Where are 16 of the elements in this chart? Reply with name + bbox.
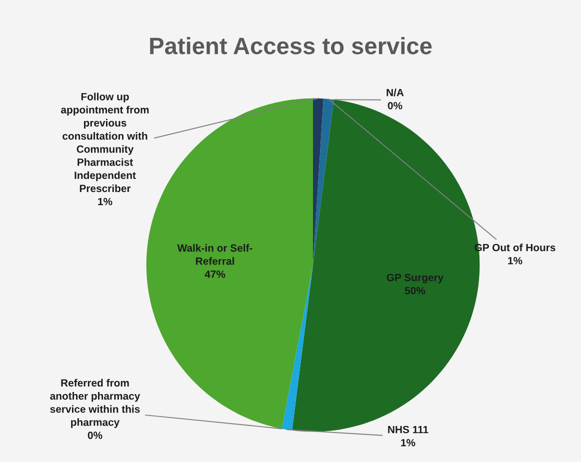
pie-slice <box>313 98 334 265</box>
slice-label: NHS 111 <box>388 426 428 434</box>
data-label: 1% <box>98 198 112 206</box>
chart-title: Patient Access to service <box>150 36 432 54</box>
data-label: 1% <box>401 439 416 446</box>
pie-slice <box>282 265 313 430</box>
category-label: Referred from another pharmacy service within this pharmacy <box>50 378 140 428</box>
text: 0% <box>388 102 402 110</box>
data-label: 47% <box>204 270 226 278</box>
data-label: 1% <box>508 257 522 264</box>
slice-label: Walk-in or Self- Referral <box>177 244 252 265</box>
category-label: N/A <box>386 88 404 96</box>
data-label: 50% <box>404 286 426 294</box>
slice-label: GP Surgery <box>386 274 444 284</box>
slice-label: Follow up appointment from previous consultation with Community Pharmacist Independent Prescriber <box>61 92 149 192</box>
text: 0% <box>88 432 102 440</box>
